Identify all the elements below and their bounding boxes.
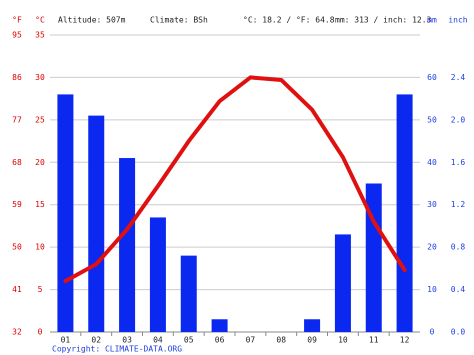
y-tick-label: 5 [38, 285, 43, 294]
y-tick-label: 35 [35, 31, 45, 40]
precip-summary: mm: 313 / inch: 12.3 [335, 16, 432, 25]
altitude: Altitude: 507m [58, 16, 126, 25]
bar [88, 115, 105, 332]
y-tick-label: 10 [35, 243, 45, 252]
x-tick-label: 02 [91, 336, 101, 345]
x-tick-label: 04 [153, 336, 163, 345]
x-tick-label: 10 [338, 336, 348, 345]
climate: Climate: BSh [150, 16, 208, 25]
unit-f: °F [12, 16, 22, 25]
copyright: Copyright: CLIMATE-DATA.ORG [52, 345, 182, 354]
bar [365, 183, 382, 332]
yf-tick-label: 50 [12, 243, 22, 252]
yf-tick-label: 77 [12, 115, 22, 124]
x-tick-label: 03 [122, 336, 132, 345]
yf-tick-label: 95 [12, 31, 22, 40]
y3-tick-label: 2.4 [451, 73, 466, 82]
bar [334, 234, 351, 332]
yf-tick-label: 32 [12, 328, 22, 337]
y3-tick-label: 1.6 [451, 158, 466, 167]
yf-tick-label: 68 [12, 158, 22, 167]
temperature-line [63, 75, 407, 284]
y-tick-label: 20 [35, 158, 45, 167]
bar [119, 158, 136, 332]
bar [57, 94, 74, 333]
x-tick-label: 11 [369, 336, 379, 345]
unit-inch: inch [448, 16, 467, 25]
y2-tick-label: 30 [427, 200, 437, 209]
x-tick-label: 12 [400, 336, 410, 345]
bar [304, 319, 321, 332]
x-tick-label: 01 [61, 336, 71, 345]
y-tick-label: 0 [38, 328, 43, 337]
y-tick-label: 25 [35, 115, 45, 124]
y2-tick-label: 0 [430, 328, 435, 337]
unit-mm: mm [427, 16, 437, 25]
bar [149, 217, 166, 332]
bar [180, 255, 197, 332]
x-tick-label: 06 [215, 336, 225, 345]
x-tick-label: 09 [307, 336, 317, 345]
y-tick-label: 15 [35, 200, 45, 209]
y3-tick-label: 0.8 [451, 243, 466, 252]
temp-summary: °C: 18.2 / °F: 64.8 [243, 16, 335, 25]
unit-c: °C [35, 16, 45, 25]
y-tick-label: 30 [35, 73, 45, 82]
x-tick-label: 07 [246, 336, 256, 345]
bar [396, 94, 413, 333]
bar [211, 319, 228, 332]
y2-tick-label: 60 [427, 73, 437, 82]
y3-tick-label: 2.0 [451, 115, 466, 124]
yf-tick-label: 86 [12, 73, 22, 82]
x-tick-label: 05 [184, 336, 194, 345]
y3-tick-label: 0.0 [451, 328, 466, 337]
yf-tick-label: 41 [12, 285, 22, 294]
yf-tick-label: 59 [12, 200, 22, 209]
y2-tick-label: 40 [427, 158, 437, 167]
y2-tick-label: 50 [427, 115, 437, 124]
y2-tick-label: 10 [427, 285, 437, 294]
x-tick-label: 08 [276, 336, 286, 345]
y2-tick-label: 20 [427, 243, 437, 252]
y3-tick-label: 1.2 [451, 200, 466, 209]
y3-tick-label: 0.4 [451, 285, 466, 294]
